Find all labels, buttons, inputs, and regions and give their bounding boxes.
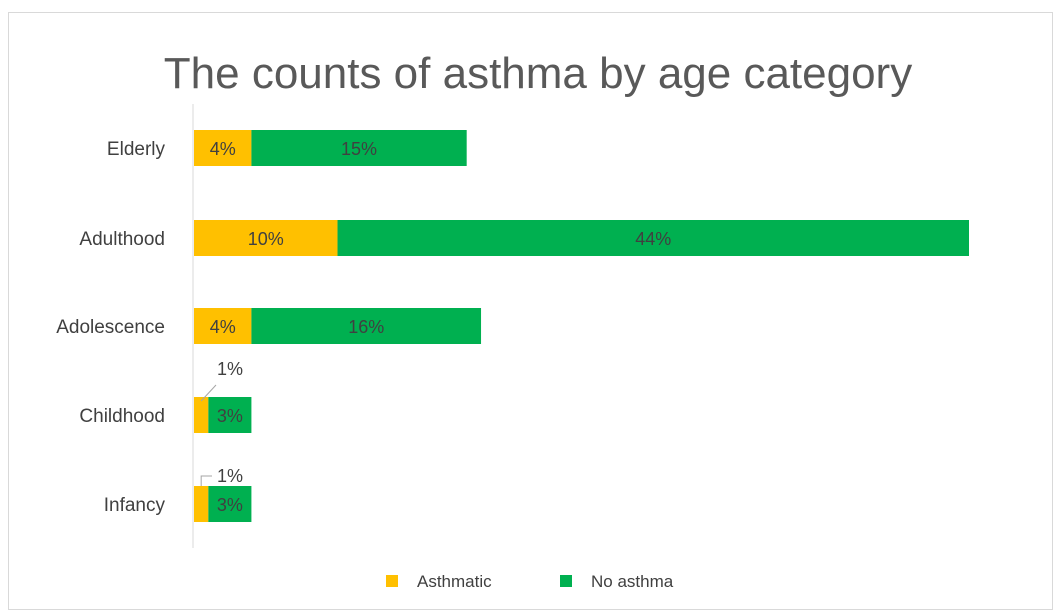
bar-asthmatic-infancy	[194, 486, 209, 522]
data-label-asthmatic-adulthood: 10%	[248, 229, 284, 249]
bar-asthmatic-adulthood	[194, 220, 338, 256]
category-label-adolescence: Adolescence	[56, 317, 165, 338]
bar-no-asthma-elderly	[251, 130, 467, 166]
data-label-no-asthma-adulthood: 44%	[635, 229, 671, 249]
data-label-no-asthma-adolescence: 16%	[348, 317, 384, 337]
bars-group: Elderly 4% 15% Adulthood 10% 44% Adolescence 4%…	[56, 130, 969, 522]
category-label-infancy: Infancy	[104, 495, 166, 516]
bar-asthmatic-elderly	[194, 130, 252, 166]
chart-title: The counts of asthma by age category	[164, 49, 912, 98]
bar-no-asthma-infancy	[208, 486, 252, 522]
bar-no-asthma-adolescence	[251, 308, 482, 344]
data-label-asthmatic-elderly: 4%	[210, 139, 236, 159]
legend-label-no-asthma: No asthma	[591, 572, 674, 591]
data-label-asthmatic-adolescence: 4%	[210, 317, 236, 337]
legend-label-asthmatic: Asthmatic	[417, 572, 492, 591]
data-label-asthmatic-childhood: 1%	[217, 359, 243, 379]
category-label-adulthood: Adulthood	[79, 229, 165, 250]
bar-asthmatic-childhood	[194, 397, 209, 433]
data-label-no-asthma-elderly: 15%	[341, 139, 377, 159]
data-label-no-asthma-infancy: 3%	[217, 495, 243, 515]
legend-swatch-no-asthma	[560, 575, 572, 587]
leader-line-childhood	[200, 384, 217, 402]
bar-no-asthma-adulthood	[337, 220, 969, 256]
category-label-elderly: Elderly	[107, 139, 166, 160]
chart-area	[8, 12, 1053, 610]
legend-swatch-asthmatic	[386, 575, 398, 587]
leader-line-infancy	[200, 475, 212, 486]
data-label-no-asthma-childhood: 3%	[217, 406, 243, 426]
bar-no-asthma-childhood	[208, 397, 252, 433]
category-label-childhood: Childhood	[79, 406, 165, 427]
data-label-asthmatic-infancy: 1%	[217, 466, 243, 486]
legend: Asthmatic No asthma	[386, 572, 674, 591]
bar-asthmatic-adolescence	[194, 308, 252, 344]
